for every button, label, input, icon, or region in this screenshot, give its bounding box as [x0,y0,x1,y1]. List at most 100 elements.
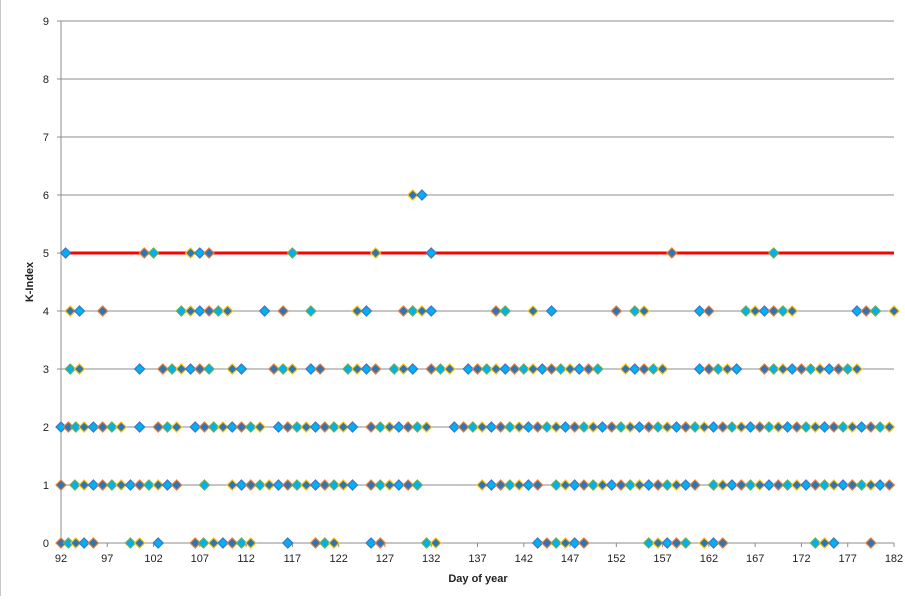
data-point [795,363,808,375]
data-point [397,305,410,317]
x-tick-label-117: 117 [284,553,302,565]
data-point [568,421,581,433]
data-point [406,189,419,201]
data-point [679,479,692,491]
data-point [133,537,146,549]
data-point [337,421,350,433]
data-point [628,363,641,375]
data-point [642,537,655,549]
data-point [823,363,836,375]
y-tick-label-7: 7 [43,132,49,144]
data-point [286,247,299,259]
data-point [605,421,618,433]
data-point [827,421,840,433]
data-point [758,363,771,375]
x-tick-label-112: 112 [237,553,255,565]
data-point [504,479,516,491]
data-point [388,363,401,375]
data-point [369,247,382,259]
data-point [790,479,803,491]
x-tick-label-142: 142 [515,553,533,565]
data-point [744,421,757,433]
data-point [615,421,627,433]
data-point [420,421,433,433]
data-point [78,537,90,549]
data-point [869,305,882,317]
data-point [197,537,210,549]
data-point [703,363,715,375]
data-point [448,421,461,433]
data-point [809,479,822,491]
data-point [726,421,738,433]
data-point [480,363,493,375]
data-point [268,363,280,375]
data-point [277,363,289,375]
data-point [800,421,812,433]
data-point [633,479,646,491]
data-point [258,305,271,317]
data-point [346,479,359,491]
data-point [203,363,215,375]
data-point [272,421,285,433]
data-point [693,305,706,317]
data-point [716,479,729,491]
x-tick-label-97: 97 [101,553,113,565]
data-point [698,537,711,549]
data-point [656,363,669,375]
data-point [786,305,799,317]
data-point [143,479,155,491]
data-point [351,305,364,317]
data-point [777,363,789,375]
data-point [559,421,572,433]
data-point [235,537,248,549]
y-tick-label-0: 0 [43,538,49,550]
data-point [226,479,239,491]
data-point [55,479,67,491]
data-point [499,305,512,317]
data-point [619,363,632,375]
data-point [578,537,590,549]
data-point [513,479,525,491]
data-point [628,305,641,317]
data-point [170,479,183,491]
data-point [550,421,563,433]
data-point [735,421,748,433]
x-tick-label-167: 167 [746,553,764,565]
data-point [712,363,724,375]
data-point [772,421,785,433]
data-point [545,363,558,375]
data-point [152,421,165,433]
data-point [832,363,845,375]
data-point [374,421,387,433]
data-point [96,479,109,491]
data-point [679,537,692,549]
data-point [406,363,419,375]
data-point [661,421,674,433]
data-point [318,479,331,491]
data-point [527,363,539,375]
data-point [573,363,586,375]
data-point [855,421,868,433]
data-point [744,479,757,491]
data-point [837,479,849,491]
data-point [152,537,165,549]
data-point [226,537,239,549]
data-point [207,537,220,549]
data-point [124,537,137,549]
data-point [402,479,414,491]
data-point [707,421,720,433]
data-point [254,479,266,491]
data-point [184,363,197,375]
data-point [851,305,863,317]
data-point [69,537,82,549]
data-point [235,479,248,491]
y-tick-label-3: 3 [43,364,49,376]
data-point [730,363,743,375]
data-point [235,421,248,433]
data-point [277,305,289,317]
data-point [841,363,854,375]
data-point [504,421,516,433]
data-point [596,479,609,491]
data-point [78,479,90,491]
data-point [652,421,664,433]
